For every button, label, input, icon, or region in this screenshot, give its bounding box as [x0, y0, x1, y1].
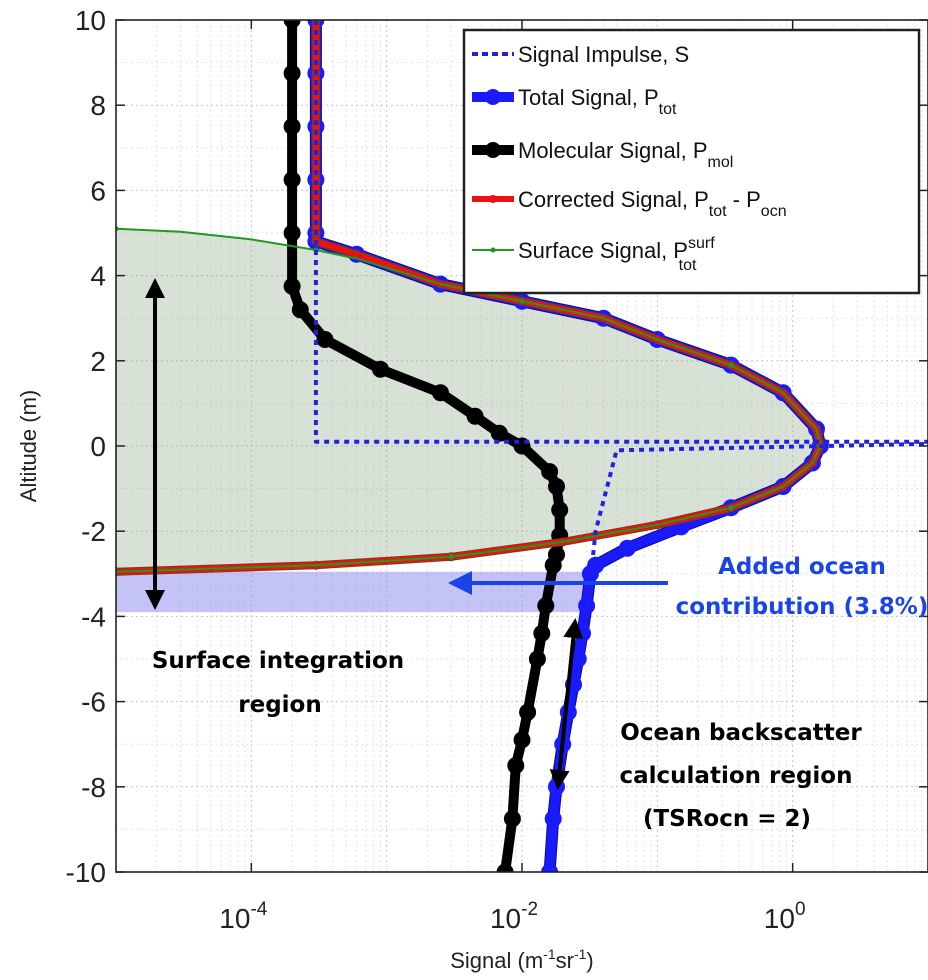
y-tick-label: -8: [81, 772, 106, 803]
x-axis-label: Signal (m-1sr-1): [450, 946, 593, 973]
x-tick-label: 10-2: [490, 899, 538, 934]
legend-label: Molecular Signal, Pmol: [518, 138, 733, 171]
y-tick-label: 4: [90, 261, 106, 292]
legend-label: Surface Signal, Psurf tot: [518, 235, 715, 274]
added-ocean-label-line1: Added ocean: [718, 554, 886, 580]
legend-label: Total Signal, Ptot: [518, 85, 677, 118]
series-point: [548, 478, 565, 495]
y-axis-label: Altitude (m): [16, 390, 41, 502]
legend-entries: Signal Impulse, S Total Signal, Ptot Molec…: [472, 42, 787, 274]
series-point: [537, 597, 555, 615]
y-tick-label: -4: [81, 601, 106, 632]
y-tick-label: 0: [90, 431, 106, 462]
series-point: [728, 362, 734, 368]
ocean-region-label-line3: (TSRocn = 2): [643, 806, 811, 832]
series-point: [541, 463, 559, 481]
legend-marker: [485, 89, 501, 105]
tick-layer: 10 8 6 4 2 0 -2 -4 -6 -8 -10 10-4 10-2 100: [66, 5, 928, 934]
series-point: [513, 731, 531, 749]
x-axis-label-sup1: -1: [543, 946, 556, 962]
series-point: [372, 360, 389, 378]
annotations: Added ocean contribution (3.8%) Surface …: [145, 278, 928, 832]
y-tick-label: 8: [90, 90, 106, 121]
series-point: [490, 424, 508, 442]
y-tick-label: -10: [66, 857, 106, 888]
series-point: [448, 554, 454, 560]
legend-label: Signal Impulse, S: [518, 42, 689, 67]
series-line: [116, 227, 822, 573]
x-tick-label: 10-4: [219, 899, 267, 934]
series-point: [283, 118, 301, 135]
y-tick-label: -6: [81, 687, 106, 718]
ocean-region-label-line2: calculation region: [620, 763, 853, 789]
y-tick-label: 6: [90, 175, 106, 206]
series-point: [507, 757, 525, 774]
series-point: [519, 298, 525, 304]
x-axis-label-mid: sr: [556, 948, 574, 973]
legend-marker: [485, 142, 501, 158]
series-point: [283, 224, 301, 242]
series-point: [503, 810, 521, 828]
series-point: [528, 650, 546, 668]
legend: Signal Impulse, S Total Signal, Ptot Molec…: [462, 28, 921, 295]
series-point: [291, 301, 309, 319]
series-point: [316, 331, 334, 348]
ocean-contribution-fill: [116, 571, 591, 613]
series-point: [432, 384, 449, 402]
ocean-region-arrow: [549, 618, 584, 790]
series-point: [496, 863, 514, 872]
series-point: [283, 277, 301, 295]
legend-marker: [490, 247, 496, 253]
surface-region-label-line1: Surface integration: [152, 648, 404, 674]
x-tick-label: 100: [764, 899, 806, 934]
added-ocean-label-line2: contribution (3.8%): [676, 594, 928, 620]
series-point: [618, 539, 636, 557]
surface-integration-fill: [116, 228, 821, 572]
series-point: [283, 64, 301, 82]
ocean-region-label-line1: Ocean backscatter: [620, 720, 862, 746]
y-tick-label: 2: [90, 346, 106, 377]
series-point: [283, 20, 301, 29]
legend-box: [462, 28, 921, 295]
y-tick-label: 10: [75, 5, 106, 36]
series-point: [533, 624, 551, 642]
series-point: [544, 810, 562, 828]
series-point: [541, 863, 559, 872]
x-axis-label-main: Signal (m: [450, 948, 543, 973]
series-point: [728, 505, 734, 511]
series-point: [283, 171, 301, 189]
series-point: [574, 624, 591, 642]
x-axis-label-sup2: -1: [574, 946, 587, 962]
series-point: [551, 501, 569, 519]
x-axis-label-end: ): [586, 948, 593, 973]
series-point: [544, 556, 562, 574]
legend-marker: [489, 195, 497, 203]
y-tick-label: -2: [81, 516, 106, 547]
surface-region-label-line2: region: [238, 692, 321, 718]
series-point: [519, 703, 537, 721]
series-point: [559, 703, 577, 721]
legend-label: Corrected Signal, Ptot - Pocn: [518, 187, 787, 220]
series-point: [466, 407, 484, 425]
